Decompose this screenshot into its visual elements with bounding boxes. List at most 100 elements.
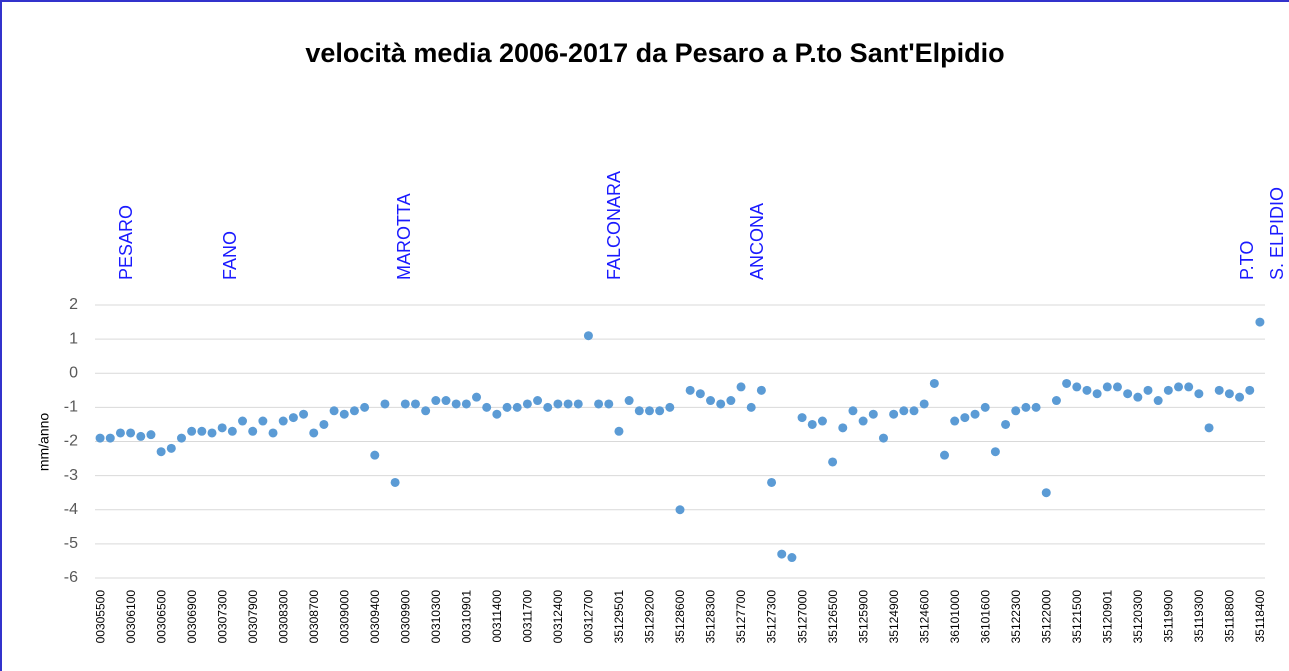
- point: [1062, 378, 1072, 388]
- point: [533, 396, 543, 406]
- point: [1072, 382, 1082, 392]
- point: [1102, 382, 1112, 392]
- point: [146, 430, 156, 440]
- annotation: MAROTTA: [394, 193, 414, 280]
- point: [909, 406, 919, 416]
- y-axis-label: mm/anno: [36, 413, 52, 472]
- point: [1255, 317, 1265, 327]
- point: [278, 416, 288, 426]
- x-tick-label: 00307300: [215, 590, 229, 644]
- point: [848, 406, 858, 416]
- point: [797, 413, 807, 423]
- x-tick-label: 36101600: [978, 590, 992, 644]
- point: [502, 402, 512, 412]
- point: [583, 331, 593, 341]
- point: [604, 399, 614, 409]
- point: [858, 416, 868, 426]
- x-tick-label: 00307900: [246, 590, 260, 644]
- point: [268, 428, 278, 438]
- point: [1143, 385, 1153, 395]
- x-tick-label: 35128300: [704, 590, 718, 644]
- annotation: FANO: [220, 231, 240, 280]
- point: [950, 416, 960, 426]
- annotation: PESARO: [116, 205, 136, 280]
- point: [573, 399, 583, 409]
- x-tick-label: 35118800: [1223, 590, 1237, 643]
- point: [644, 406, 654, 416]
- annotation: ANCONA: [747, 203, 767, 280]
- x-tick-label: 35126500: [826, 590, 840, 644]
- point: [115, 428, 125, 438]
- point: [126, 428, 136, 438]
- point: [339, 409, 349, 419]
- x-tick-label: 35124900: [887, 590, 901, 644]
- point: [1001, 419, 1011, 429]
- point: [726, 396, 736, 406]
- chart-title: velocità media 2006-2017 da Pesaro a P.t…: [305, 38, 1004, 68]
- point: [1204, 423, 1214, 433]
- y-tick-label: -5: [64, 535, 78, 552]
- x-tick-label: 35119900: [1162, 590, 1176, 643]
- point: [207, 428, 217, 438]
- point: [756, 385, 766, 395]
- point: [563, 399, 573, 409]
- point: [329, 406, 339, 416]
- point: [980, 402, 990, 412]
- point: [553, 399, 563, 409]
- point: [421, 406, 431, 416]
- point: [919, 399, 929, 409]
- x-tick-label: 35127300: [765, 590, 779, 644]
- x-tick-label: 00309900: [398, 590, 412, 644]
- point: [1082, 385, 1092, 395]
- x-tick-label: 35125900: [856, 590, 870, 644]
- point: [1133, 392, 1143, 402]
- point: [878, 433, 888, 443]
- point: [136, 431, 146, 441]
- x-tick-label: 35129200: [643, 590, 657, 644]
- y-tick-label: -3: [64, 467, 78, 484]
- x-tick-label: 35121500: [1070, 590, 1084, 644]
- point: [349, 406, 359, 416]
- point: [868, 409, 878, 419]
- annotation: P.TO: [1237, 241, 1257, 280]
- point: [166, 443, 176, 453]
- point: [736, 382, 746, 392]
- point: [787, 553, 797, 563]
- point: [706, 396, 716, 406]
- point: [258, 416, 268, 426]
- x-tick-label: 00305500: [93, 590, 107, 644]
- point: [1184, 382, 1194, 392]
- point: [380, 399, 390, 409]
- point: [1092, 389, 1102, 399]
- point: [217, 423, 227, 433]
- point: [1245, 385, 1255, 395]
- point: [1112, 382, 1122, 392]
- point: [156, 447, 166, 457]
- x-tick-label: 00308300: [276, 590, 290, 644]
- annotation: S. ELPIDIO: [1267, 187, 1287, 280]
- point: [1031, 402, 1041, 412]
- point: [594, 399, 604, 409]
- point: [309, 428, 319, 438]
- point: [899, 406, 909, 416]
- point: [1041, 488, 1051, 498]
- point: [817, 416, 827, 426]
- point: [431, 396, 441, 406]
- y-tick-label: -1: [64, 399, 78, 416]
- point: [360, 402, 370, 412]
- x-tick-label: 35119300: [1192, 590, 1206, 643]
- x-tick-label: 00311700: [521, 590, 535, 643]
- x-tick-label: 35129501: [612, 590, 626, 644]
- annotation: FALCONARA: [604, 171, 624, 280]
- point: [472, 392, 482, 402]
- x-tick-label: 00306500: [154, 590, 168, 644]
- point: [828, 457, 838, 467]
- point: [95, 433, 105, 443]
- point: [197, 426, 207, 436]
- x-tick-label: 35122300: [1009, 590, 1023, 644]
- y-tick-label: 1: [69, 330, 78, 347]
- x-tick-label: 35118400: [1253, 590, 1267, 643]
- x-tick-label: 00309000: [337, 590, 351, 644]
- y-tick-label: -4: [64, 501, 78, 518]
